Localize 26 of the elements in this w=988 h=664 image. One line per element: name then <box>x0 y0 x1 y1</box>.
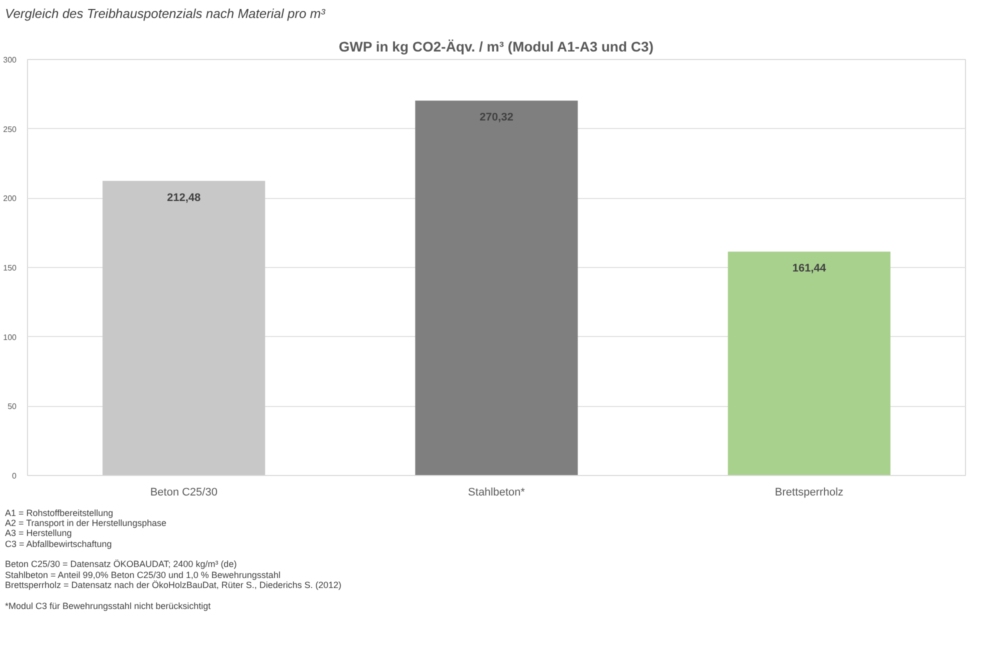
chart-subtitle: Vergleich des Treibhauspotenzials nach Material pro m³ <box>5 6 326 21</box>
text: A3 = Herstellung <box>5 528 72 538</box>
text: Brettsperrholz = Datensatz nach der ÖkoHolzBauDat, Rüter S., Diederichs S. (2012) <box>5 580 342 590</box>
chart-title: GWP in kg CO2-Äqv. / m³ (Modul A1-A3 und C3) <box>338 38 654 54</box>
text: *Modul C3 für Bewehrungsstahl nicht berücksichtigt <box>5 600 211 611</box>
y-tick-label: 100 <box>3 332 18 342</box>
bar <box>728 251 890 476</box>
data-label: 270,32 <box>480 111 514 124</box>
y-tick-label: 250 <box>3 124 18 134</box>
text: A2 = Transport in der Herstellungsphase <box>5 518 166 528</box>
x-tick-label: Beton C25/30 <box>150 486 218 498</box>
y-tick-label: 200 <box>3 194 18 203</box>
x-tick-label: Stahlbeton* <box>468 486 526 498</box>
y-tick-label: 0 <box>12 471 18 480</box>
y-tick-label: 50 <box>8 402 18 411</box>
y-tick-label: 300 <box>3 55 18 64</box>
x-tick-label: Brettsperrholz <box>774 486 844 498</box>
y-tick-label: 150 <box>3 263 18 272</box>
text: Stahlbeton = Anteil 99,0% Beton C25/30 und 1,0 % Bewehrungsstahl <box>5 570 280 580</box>
text: A1 = Rohstoffbereitstellung <box>5 508 114 518</box>
data-label: 161,44 <box>792 262 827 274</box>
text: C3 = Abfallbewirtschaftung <box>5 538 112 549</box>
bar <box>415 100 578 476</box>
data-label: 212,48 <box>167 191 201 204</box>
text: Beton C25/30 = Datensatz ÖKOBAUDAT; 2400 kg/m³ (de) <box>5 559 237 570</box>
bar <box>102 180 266 476</box>
